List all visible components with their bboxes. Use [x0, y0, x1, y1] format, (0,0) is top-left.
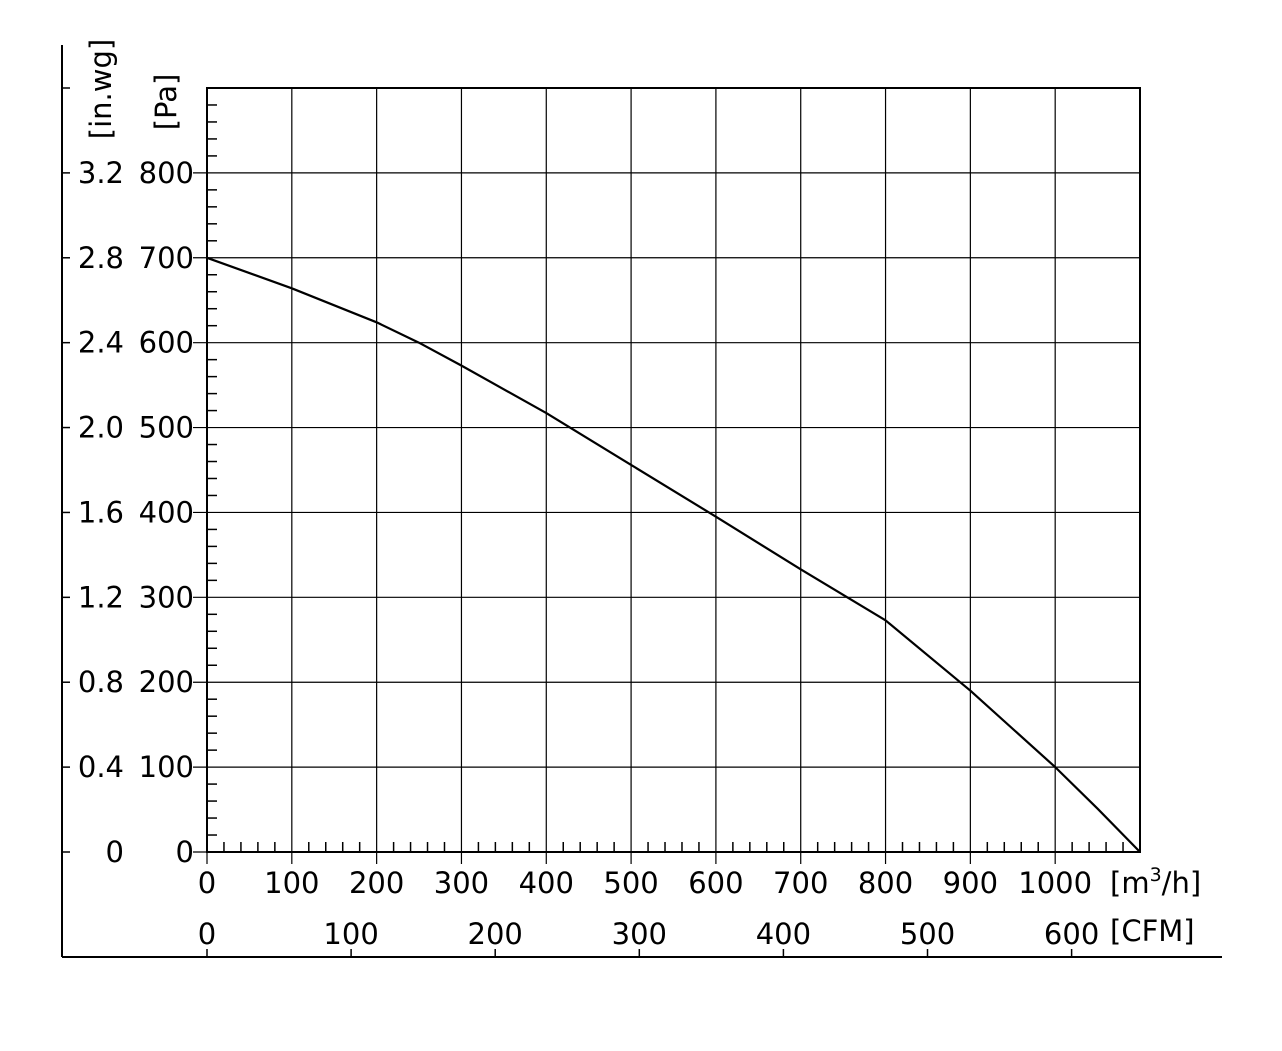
x-tick-label: 500 — [603, 866, 658, 900]
plot-frame — [206, 87, 1141, 853]
secondary-x-tick-label: 100 — [323, 917, 378, 951]
secondary-y-tick-label: 1.2 — [78, 580, 124, 614]
secondary-y-tick-label: 2.0 — [78, 411, 124, 445]
secondary-y-tick-label: 0 — [106, 835, 124, 869]
secondary-y-tick-label: 3.2 — [78, 156, 124, 190]
x-tick-label: 100 — [264, 866, 319, 900]
secondary-y-tick-label: 2.8 — [78, 241, 124, 275]
x-tick-label: 700 — [773, 866, 828, 900]
y-tick-label: 800 — [139, 156, 194, 190]
y-tick-label: 200 — [139, 665, 194, 699]
y-tick-label: 300 — [139, 580, 194, 614]
minor-ticks — [207, 104, 1124, 852]
x-tick-label: 300 — [434, 866, 489, 900]
y-tick-label: 500 — [139, 411, 194, 445]
secondary-x-tick-label: 0 — [198, 917, 216, 951]
secondary-x-tick-label: 500 — [900, 917, 955, 951]
secondary-y-axis-title: [in.wg] — [84, 39, 118, 139]
x-axis-title: [m3/h] — [1110, 864, 1201, 900]
x-tick-label: 1000 — [1018, 866, 1092, 900]
outer-axes — [61, 45, 1222, 958]
y-tick-label: 700 — [139, 241, 194, 275]
x-tick-label: 600 — [688, 866, 743, 900]
x-tick-label: 900 — [943, 866, 998, 900]
series-line — [206, 256, 1141, 853]
x-tick-label: 200 — [349, 866, 404, 900]
y-tick-label: 600 — [139, 326, 194, 360]
y-tick-label: 100 — [139, 750, 194, 784]
x-tick-label: 800 — [858, 866, 913, 900]
y-tick-label: 400 — [139, 495, 194, 529]
secondary-x-tick-label: 200 — [468, 917, 523, 951]
secondary-y-tick-label: 0.4 — [78, 750, 124, 784]
secondary-y-tick-label: 1.6 — [78, 495, 124, 529]
unit-labels: [Pa] [in.wg] [m3/h] [CFM] — [84, 39, 1201, 948]
secondary-x-tick-label: 600 — [1044, 917, 1099, 951]
tick-labels: 0 100 200 300 400 500 600 700 800 0 0.4 0.8 1.2 1.6 2.… — [78, 156, 1099, 951]
secondary-x-tick-label: 300 — [612, 917, 667, 951]
y-axis-title: [Pa] — [149, 74, 183, 131]
secondary-x-axis-title: [CFM] — [1110, 914, 1195, 948]
plot-border — [206, 87, 1141, 853]
secondary-y-tick-label: 2.4 — [78, 326, 124, 360]
pressure-curve — [206, 256, 1141, 853]
x-tick-label: 0 — [198, 866, 216, 900]
x-tick-label: 400 — [519, 866, 574, 900]
secondary-y-tick-label: 0.8 — [78, 665, 124, 699]
y-tick-label: 0 — [176, 835, 194, 869]
secondary-x-tick-label: 400 — [756, 917, 811, 951]
grid-lines — [193, 87, 1140, 864]
